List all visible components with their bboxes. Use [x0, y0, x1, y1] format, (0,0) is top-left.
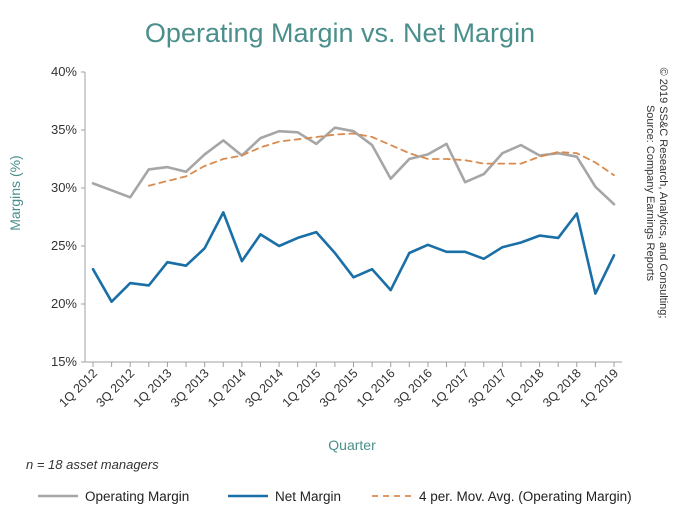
x-tick-label: 3Q 2015 — [317, 366, 361, 410]
legend-label: Operating Margin — [85, 489, 189, 504]
y-tick-label: 35% — [51, 122, 77, 137]
x-tick-label: 1Q 2015 — [280, 366, 324, 410]
legend-label: 4 per. Mov. Avg. (Operating Margin) — [419, 489, 632, 504]
chart-title: Operating Margin vs. Net Margin — [145, 18, 535, 48]
x-tick-label: 3Q 2013 — [168, 366, 212, 410]
x-tick-label: 1Q 2014 — [205, 366, 249, 410]
x-tick-label: 1Q 2019 — [577, 366, 621, 410]
y-tick-label: 40% — [51, 64, 77, 79]
y-tick-label: 20% — [51, 296, 77, 311]
x-tick-label: 1Q 2017 — [428, 366, 472, 410]
x-tick-label: 3Q 2016 — [391, 366, 435, 410]
y-axis-label: Margins (%) — [7, 155, 23, 230]
y-tick-label: 25% — [51, 238, 77, 253]
plot-area — [91, 126, 616, 304]
series-line-0 — [91, 126, 616, 206]
y-tick-label: 30% — [51, 180, 77, 195]
x-tick-label: 3Q 2017 — [466, 366, 510, 410]
source-note: Source: Company Earnings Reports — [644, 105, 656, 282]
copyright-note: © 2019 SS&C Research, Analytics, and Con… — [657, 68, 669, 319]
x-tick-label: 1Q 2016 — [354, 366, 398, 410]
legend-label: Net Margin — [275, 489, 341, 504]
series-line-1 — [91, 211, 616, 304]
x-tick-label: 3Q 2014 — [242, 366, 286, 410]
x-tick-label: 3Q 2012 — [94, 366, 138, 410]
series-line-2 — [147, 132, 615, 187]
legend: Operating Margin Net Margin 4 per. Mov. Av… — [38, 489, 632, 504]
x-tick-label: 3Q 2018 — [540, 366, 584, 410]
y-tick-label: 15% — [51, 354, 77, 369]
x-tick-label: 1Q 2013 — [131, 366, 175, 410]
x-tick-label: 1Q 2012 — [56, 366, 100, 410]
sample-size-annotation: n = 18 asset managers — [26, 457, 159, 472]
x-tick-label: 1Q 2018 — [503, 366, 547, 410]
x-axis-label: Quarter — [328, 437, 376, 453]
